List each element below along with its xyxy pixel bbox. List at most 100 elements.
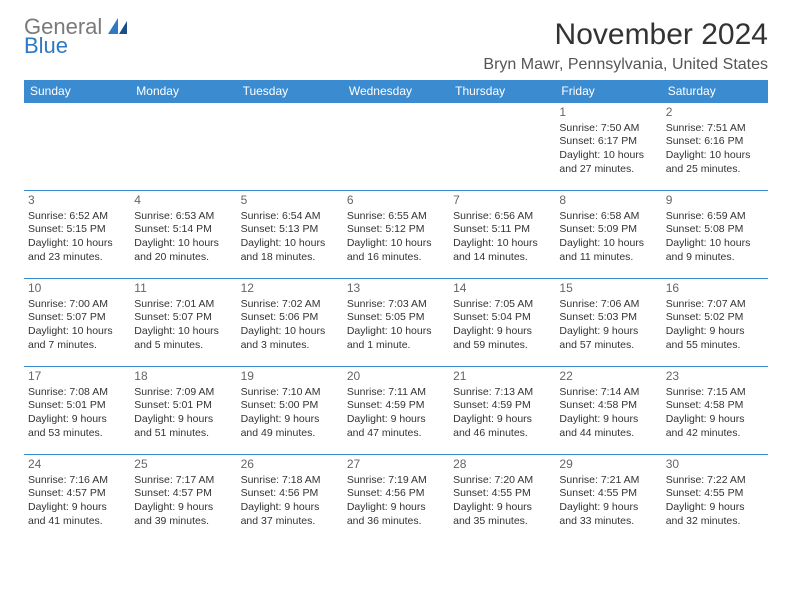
day-detail-sunset: Sunset: 4:55 PM	[559, 487, 657, 501]
calendar-day-cell: 30Sunrise: 7:22 AMSunset: 4:55 PMDayligh…	[662, 455, 768, 543]
calendar-day-cell: 3Sunrise: 6:52 AMSunset: 5:15 PMDaylight…	[24, 191, 130, 279]
day-number: 23	[666, 369, 764, 385]
day-detail-sunset: Sunset: 5:06 PM	[241, 311, 339, 325]
day-detail-daylight1: Daylight: 10 hours	[134, 325, 232, 339]
day-number: 21	[453, 369, 551, 385]
day-number: 1	[559, 105, 657, 121]
day-detail-sunrise: Sunrise: 7:08 AM	[28, 386, 126, 400]
day-number: 29	[559, 457, 657, 473]
day-detail-sunset: Sunset: 4:55 PM	[666, 487, 764, 501]
calendar-table: SundayMondayTuesdayWednesdayThursdayFrid…	[24, 80, 768, 543]
weekday-header: Sunday	[24, 80, 130, 103]
day-detail-sunrise: Sunrise: 7:21 AM	[559, 474, 657, 488]
day-detail-sunset: Sunset: 5:11 PM	[453, 223, 551, 237]
day-number: 30	[666, 457, 764, 473]
calendar-day-cell: 13Sunrise: 7:03 AMSunset: 5:05 PMDayligh…	[343, 279, 449, 367]
day-detail-daylight1: Daylight: 10 hours	[666, 237, 764, 251]
day-detail-sunrise: Sunrise: 7:03 AM	[347, 298, 445, 312]
day-detail-daylight1: Daylight: 9 hours	[453, 413, 551, 427]
day-detail-sunrise: Sunrise: 7:13 AM	[453, 386, 551, 400]
day-detail-sunrise: Sunrise: 7:14 AM	[559, 386, 657, 400]
calendar-thead: SundayMondayTuesdayWednesdayThursdayFrid…	[24, 80, 768, 103]
calendar-day-cell: 22Sunrise: 7:14 AMSunset: 4:58 PMDayligh…	[555, 367, 661, 455]
calendar-day-cell: 5Sunrise: 6:54 AMSunset: 5:13 PMDaylight…	[237, 191, 343, 279]
calendar-day-cell: 12Sunrise: 7:02 AMSunset: 5:06 PMDayligh…	[237, 279, 343, 367]
day-detail-sunset: Sunset: 5:07 PM	[134, 311, 232, 325]
calendar-day-cell	[343, 103, 449, 191]
day-number: 8	[559, 193, 657, 209]
day-number: 20	[347, 369, 445, 385]
day-detail-daylight1: Daylight: 9 hours	[559, 325, 657, 339]
day-detail-daylight2: and 53 minutes.	[28, 427, 126, 441]
day-detail-sunrise: Sunrise: 7:16 AM	[28, 474, 126, 488]
calendar-week-row: 3Sunrise: 6:52 AMSunset: 5:15 PMDaylight…	[24, 191, 768, 279]
day-number: 12	[241, 281, 339, 297]
day-detail-daylight2: and 55 minutes.	[666, 339, 764, 353]
calendar-week-row: 10Sunrise: 7:00 AMSunset: 5:07 PMDayligh…	[24, 279, 768, 367]
day-detail-daylight2: and 36 minutes.	[347, 515, 445, 529]
day-detail-daylight2: and 11 minutes.	[559, 251, 657, 265]
calendar-day-cell: 11Sunrise: 7:01 AMSunset: 5:07 PMDayligh…	[130, 279, 236, 367]
day-detail-daylight2: and 5 minutes.	[134, 339, 232, 353]
day-detail-sunrise: Sunrise: 6:54 AM	[241, 210, 339, 224]
day-detail-daylight2: and 37 minutes.	[241, 515, 339, 529]
calendar-page: General Blue November 2024 Bryn Mawr, Pe…	[0, 0, 792, 553]
day-detail-sunset: Sunset: 6:17 PM	[559, 135, 657, 149]
day-detail-sunrise: Sunrise: 7:15 AM	[666, 386, 764, 400]
day-detail-daylight1: Daylight: 10 hours	[453, 237, 551, 251]
weekday-header: Monday	[130, 80, 236, 103]
calendar-day-cell: 27Sunrise: 7:19 AMSunset: 4:56 PMDayligh…	[343, 455, 449, 543]
day-detail-sunrise: Sunrise: 6:59 AM	[666, 210, 764, 224]
day-detail-daylight1: Daylight: 9 hours	[453, 501, 551, 515]
day-detail-sunrise: Sunrise: 7:05 AM	[453, 298, 551, 312]
day-detail-daylight2: and 27 minutes.	[559, 163, 657, 177]
day-detail-daylight2: and 7 minutes.	[28, 339, 126, 353]
day-detail-sunset: Sunset: 4:59 PM	[347, 399, 445, 413]
weekday-header: Tuesday	[237, 80, 343, 103]
calendar-day-cell	[130, 103, 236, 191]
day-number: 9	[666, 193, 764, 209]
calendar-day-cell	[24, 103, 130, 191]
day-detail-daylight1: Daylight: 10 hours	[559, 149, 657, 163]
day-detail-daylight2: and 59 minutes.	[453, 339, 551, 353]
day-detail-daylight2: and 49 minutes.	[241, 427, 339, 441]
day-detail-sunset: Sunset: 6:16 PM	[666, 135, 764, 149]
calendar-day-cell: 29Sunrise: 7:21 AMSunset: 4:55 PMDayligh…	[555, 455, 661, 543]
day-detail-daylight2: and 20 minutes.	[134, 251, 232, 265]
calendar-day-cell	[237, 103, 343, 191]
day-detail-daylight1: Daylight: 10 hours	[241, 325, 339, 339]
calendar-day-cell: 7Sunrise: 6:56 AMSunset: 5:11 PMDaylight…	[449, 191, 555, 279]
day-detail-daylight2: and 44 minutes.	[559, 427, 657, 441]
day-detail-sunrise: Sunrise: 6:58 AM	[559, 210, 657, 224]
day-detail-daylight2: and 47 minutes.	[347, 427, 445, 441]
day-detail-daylight2: and 33 minutes.	[559, 515, 657, 529]
day-detail-sunset: Sunset: 5:13 PM	[241, 223, 339, 237]
logo-text: General Blue	[24, 18, 128, 55]
day-detail-daylight1: Daylight: 10 hours	[347, 237, 445, 251]
calendar-day-cell: 8Sunrise: 6:58 AMSunset: 5:09 PMDaylight…	[555, 191, 661, 279]
day-detail-daylight1: Daylight: 9 hours	[666, 325, 764, 339]
day-number: 24	[28, 457, 126, 473]
day-detail-sunset: Sunset: 5:00 PM	[241, 399, 339, 413]
day-detail-sunset: Sunset: 4:57 PM	[28, 487, 126, 501]
day-detail-sunset: Sunset: 5:04 PM	[453, 311, 551, 325]
day-number: 7	[453, 193, 551, 209]
calendar-day-cell: 23Sunrise: 7:15 AMSunset: 4:58 PMDayligh…	[662, 367, 768, 455]
weekday-header: Thursday	[449, 80, 555, 103]
calendar-day-cell	[449, 103, 555, 191]
calendar-body: 1Sunrise: 7:50 AMSunset: 6:17 PMDaylight…	[24, 103, 768, 543]
day-number: 27	[347, 457, 445, 473]
day-detail-daylight1: Daylight: 10 hours	[347, 325, 445, 339]
day-detail-sunset: Sunset: 5:12 PM	[347, 223, 445, 237]
day-detail-daylight2: and 23 minutes.	[28, 251, 126, 265]
day-detail-sunrise: Sunrise: 7:17 AM	[134, 474, 232, 488]
logo-word-blue: Blue	[24, 37, 128, 56]
day-detail-daylight1: Daylight: 9 hours	[666, 413, 764, 427]
header-bar: General Blue November 2024 Bryn Mawr, Pe…	[24, 18, 768, 74]
day-detail-daylight1: Daylight: 10 hours	[666, 149, 764, 163]
day-detail-sunrise: Sunrise: 6:55 AM	[347, 210, 445, 224]
day-detail-sunset: Sunset: 5:01 PM	[134, 399, 232, 413]
calendar-day-cell: 18Sunrise: 7:09 AMSunset: 5:01 PMDayligh…	[130, 367, 236, 455]
day-detail-sunrise: Sunrise: 7:11 AM	[347, 386, 445, 400]
day-detail-sunrise: Sunrise: 7:01 AM	[134, 298, 232, 312]
